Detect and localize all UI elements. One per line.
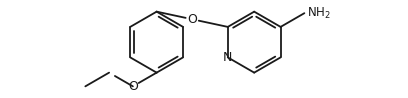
Text: O: O — [128, 80, 138, 93]
Text: NH$_2$: NH$_2$ — [307, 6, 330, 21]
Text: O: O — [187, 13, 197, 26]
Text: N: N — [223, 51, 233, 64]
